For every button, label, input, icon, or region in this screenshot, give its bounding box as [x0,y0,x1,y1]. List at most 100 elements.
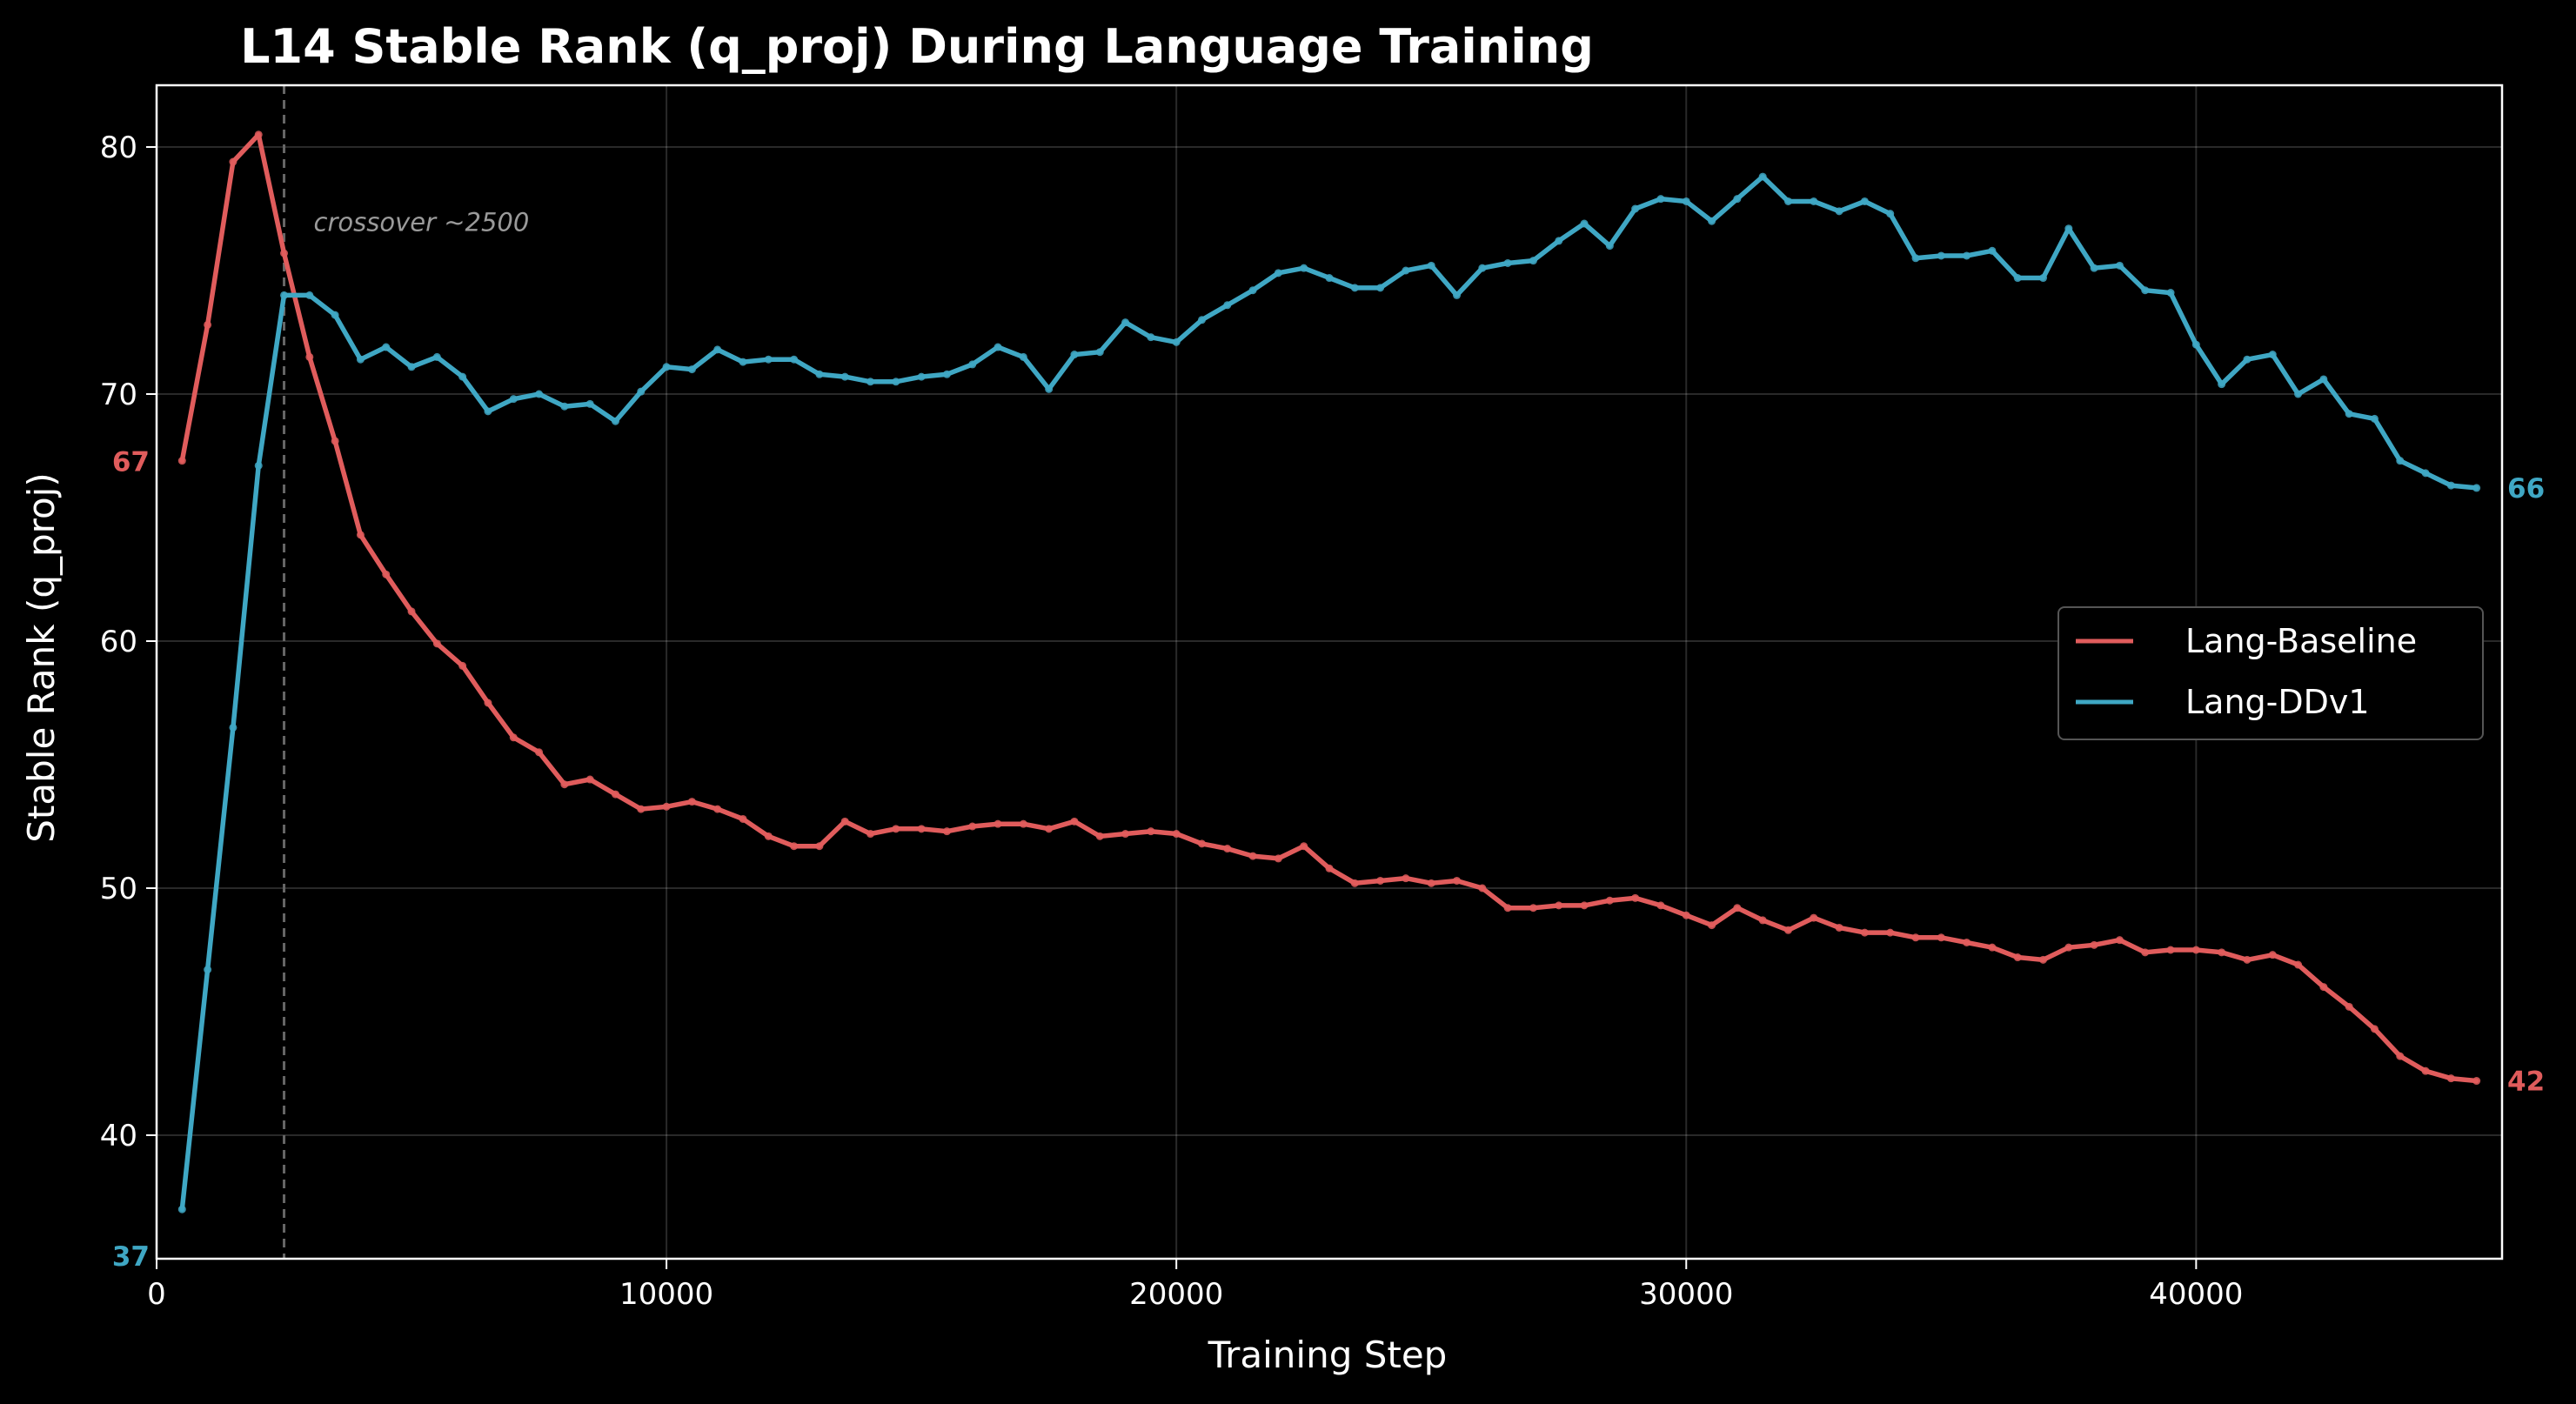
data-point [1708,217,1716,225]
data-point [739,814,747,823]
data-point [1631,893,1640,902]
data-point [1172,338,1181,346]
data-point [1682,911,1690,919]
data-point [892,825,900,833]
data-point [356,531,365,539]
data-point [2115,936,2124,945]
data-point [1402,874,1410,883]
data-point [1095,348,1104,357]
data-point [1197,839,1206,848]
data-point [2064,943,2073,952]
series-baseline [177,130,2481,1086]
data-point [2115,261,2124,270]
data-point [2166,946,2175,954]
data-point [305,291,314,299]
data-point [1886,210,1895,218]
data-point [1810,197,1818,205]
data-point [1248,286,1257,295]
data-point [1376,876,1385,885]
data-point [204,966,212,974]
data-point [1045,384,1054,393]
data-point [560,780,569,789]
data-point [662,802,671,811]
data-point [1350,879,1359,887]
data-point [687,365,696,374]
x-tick-label: 30000 [1639,1277,1733,1312]
data-point [713,345,722,354]
data-point [177,457,186,465]
data-point [1937,933,1945,942]
data-point [942,370,951,378]
data-point [1963,251,1971,260]
data-point [1810,913,1818,922]
data-point [356,355,365,364]
data-point [1555,901,1563,910]
y-axis: 40 50 60 70 80 [100,130,157,1153]
data-point [840,372,849,381]
data-point [2472,1077,2481,1086]
data-point [994,819,1002,828]
series-ddv1 [177,172,2481,1213]
y-axis-label: Stable Rank (q_proj) [20,472,63,842]
data-point [1911,933,1920,942]
data-point [509,395,518,404]
data-point [713,805,722,813]
data-point [1605,896,1614,905]
data-point [2013,953,2022,962]
data-point [840,817,849,826]
data-point [458,661,467,670]
data-point [1503,258,1512,267]
data-point [585,399,594,408]
data-point [2268,951,2277,959]
data-point [1605,242,1614,251]
data-point [1427,879,1435,887]
data-point [790,842,799,851]
data-point [968,360,977,369]
data-point [815,842,824,851]
data-point [1402,266,1410,275]
data-point [637,387,646,396]
data-point [1223,301,1232,310]
plot-frame [155,84,2504,1260]
data-point [1453,291,1462,299]
data-point [2039,274,2048,283]
data-point [764,355,773,364]
data-point [535,390,544,398]
data-point [1274,854,1282,863]
data-point [1223,845,1232,853]
data-point [1325,864,1334,872]
data-point [1860,197,1869,205]
y-tick-label: 70 [100,378,137,412]
data-point [484,699,492,707]
series-start-label-baseline: 67 [112,447,150,478]
data-point [1147,827,1155,836]
data-point [1708,921,1716,930]
data-point [815,370,824,378]
data-point [432,639,441,648]
data-point [2472,484,2481,492]
data-point [790,355,799,364]
data-point [331,437,339,445]
data-point [1783,926,1792,934]
data-point [2191,340,2200,349]
data-point [1045,825,1054,833]
data-point [2446,481,2455,490]
data-point [2370,414,2379,423]
data-point [2370,1025,2379,1033]
data-point [968,822,977,831]
data-point [1350,284,1359,292]
data-point [1478,884,1487,893]
data-point [1325,274,1334,283]
chart-title: L14 Stable Rank (q_proj) During Language… [240,19,1594,74]
data-point [917,372,926,381]
data-point [382,343,391,351]
data-point [254,461,263,470]
data-point [560,402,569,411]
data-point [942,827,951,836]
data-point [1963,938,1971,946]
data-point [1886,928,1895,937]
data-point [204,320,212,329]
legend-label-ddv1: Lang-DDv1 [2185,683,2370,721]
x-tick-label: 20000 [1129,1277,1223,1312]
data-point [611,790,619,799]
